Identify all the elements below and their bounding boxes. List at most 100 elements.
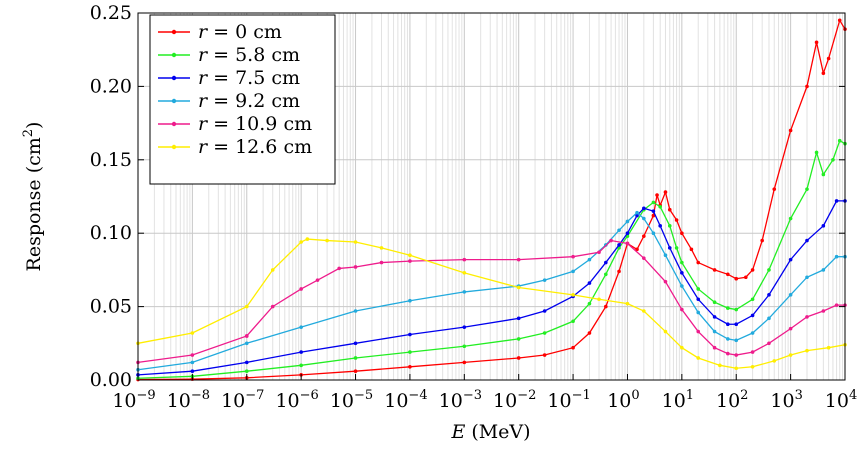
x-tick-label: 10−3 — [439, 388, 482, 412]
data-point — [772, 359, 777, 363]
data-point — [604, 272, 608, 277]
data-point — [767, 268, 771, 272]
data-point — [712, 268, 717, 272]
x-tick-exponent: −3 — [463, 388, 482, 403]
data-point — [642, 216, 646, 221]
legend-swatch-marker — [171, 121, 177, 127]
legend-box — [149, 14, 336, 185]
legend-label: r = 9.2 cm — [198, 90, 300, 112]
data-point — [680, 345, 684, 350]
x-tick-label: 10−6 — [275, 388, 318, 412]
x-tick-exponent: −5 — [354, 388, 373, 403]
legend-entry: r = 12.6 cm — [158, 136, 312, 158]
x-tick-exponent: 2 — [740, 388, 748, 403]
y-tick-label: 0.05 — [90, 296, 132, 318]
plot-frame — [137, 12, 846, 381]
data-point — [821, 268, 826, 272]
data-point — [655, 193, 659, 197]
data-point — [571, 269, 575, 274]
legend-entry: r = 7.5 cm — [158, 67, 300, 89]
data-point — [788, 128, 793, 133]
x-tick-label: 102 — [716, 388, 748, 412]
data-point — [571, 319, 575, 324]
legend-entry: r = 9.2 cm — [158, 90, 300, 112]
legend-label: r = 5.8 cm — [198, 44, 300, 66]
data-point — [571, 345, 575, 350]
data-point — [244, 360, 249, 365]
y-tick-label: 0.20 — [90, 75, 132, 97]
data-point — [190, 353, 195, 357]
data-point — [587, 281, 592, 285]
data-point — [408, 253, 412, 258]
data-point — [750, 313, 755, 318]
data-point — [462, 290, 467, 294]
data-point — [408, 350, 412, 354]
data-point — [408, 259, 412, 263]
data-point — [734, 276, 739, 281]
data-point — [834, 254, 839, 259]
data-point — [788, 293, 793, 297]
data-point — [651, 209, 656, 213]
x-tick-exponent: 1 — [686, 388, 694, 403]
x-tick-label: 10−9 — [112, 388, 155, 412]
data-point — [299, 350, 303, 354]
legend-entry: r = 0 cm — [158, 21, 282, 43]
data-point — [712, 315, 717, 319]
data-point — [767, 316, 771, 321]
data-point — [767, 293, 771, 297]
data-point — [680, 231, 684, 235]
data-point — [244, 369, 249, 373]
data-point — [617, 228, 621, 233]
data-point — [315, 278, 320, 282]
legend-label: r = 0 cm — [198, 21, 282, 43]
data-point — [667, 207, 672, 212]
x-tick-exponent: 4 — [849, 388, 857, 403]
data-point — [642, 309, 646, 313]
data-point — [712, 345, 717, 350]
data-point — [821, 224, 826, 228]
legend-variable: r — [198, 113, 209, 135]
data-point — [734, 353, 739, 357]
data-point — [587, 257, 592, 262]
data-point — [696, 287, 701, 291]
data-point — [767, 341, 771, 346]
x-tick-base: 10 — [167, 390, 191, 412]
data-point — [696, 356, 701, 360]
legend-variable: r — [198, 90, 209, 112]
data-point — [788, 353, 793, 357]
series-5 — [136, 237, 847, 371]
legend-equals: = — [207, 44, 235, 66]
data-point — [805, 275, 809, 280]
data-point — [837, 18, 842, 23]
data-point — [642, 256, 646, 260]
data-point — [726, 337, 730, 341]
axis-labels: E (MeV) Response (cm2) — [21, 122, 531, 443]
x-tick-exponent: 3 — [795, 388, 803, 403]
data-point — [299, 363, 303, 368]
data-point — [726, 272, 730, 277]
data-point — [270, 268, 275, 272]
data-point — [726, 351, 730, 356]
legend-value: 7.5 cm — [235, 67, 300, 89]
data-point — [805, 84, 809, 89]
data-point — [744, 275, 748, 280]
data-point — [689, 247, 694, 252]
data-point — [696, 260, 701, 265]
data-point — [542, 278, 547, 282]
data-point — [325, 238, 329, 243]
data-point — [837, 138, 842, 143]
y-axis-label-sup: 2 — [21, 129, 36, 137]
data-point — [696, 297, 701, 302]
data-point — [244, 304, 249, 309]
data-point — [604, 260, 608, 265]
data-point — [516, 337, 521, 341]
data-point — [604, 304, 608, 309]
data-point — [680, 307, 684, 312]
data-point — [750, 268, 755, 272]
data-point — [597, 297, 601, 302]
data-point — [696, 329, 701, 334]
data-point — [667, 246, 672, 250]
data-point — [674, 218, 679, 222]
data-point — [788, 326, 793, 331]
x-tick-exponent: −6 — [300, 388, 319, 403]
